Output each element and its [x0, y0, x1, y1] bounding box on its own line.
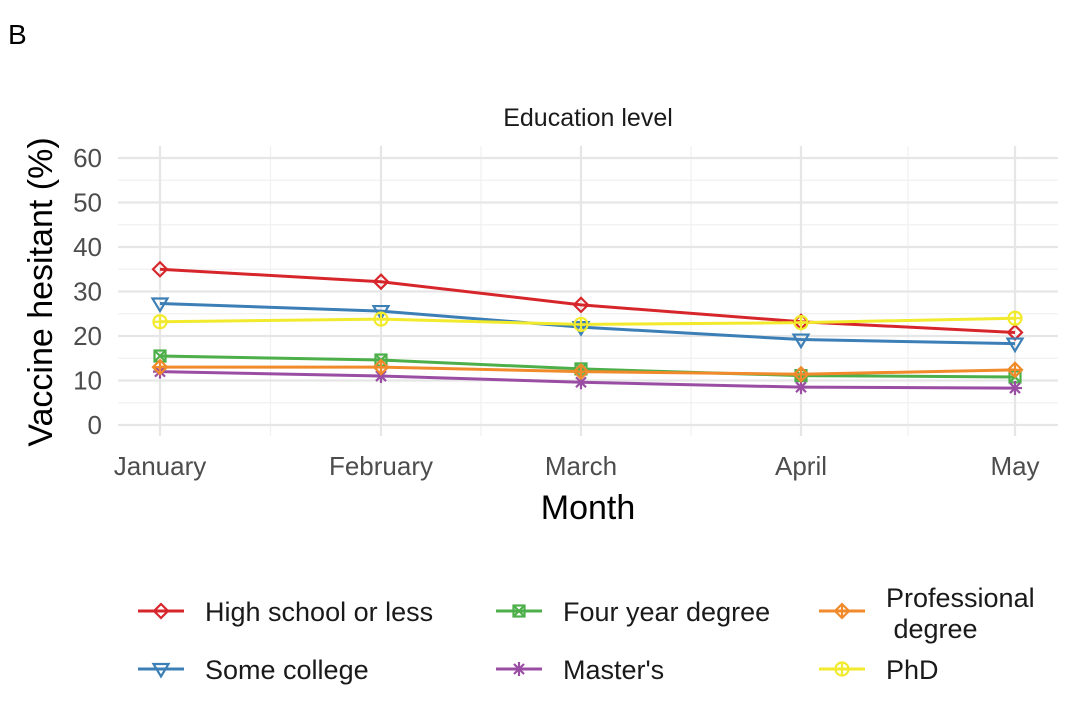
legend-label: High school or less — [205, 597, 433, 627]
y-tick-label: 10 — [73, 366, 102, 396]
legend-item-high-school-or-less: High school or less — [138, 597, 433, 627]
data-point-professional-degree — [1006, 361, 1024, 379]
legend-marker — [152, 602, 170, 620]
y-tick-label: 0 — [88, 410, 102, 440]
legend-marker — [512, 604, 526, 618]
legend-item-four-year-degree: Four year degree — [496, 597, 770, 627]
y-tick-label: 40 — [73, 232, 102, 262]
data-point-professional-degree — [792, 365, 810, 383]
y-axis-title: Vaccine hesitant (%) — [22, 137, 60, 446]
data-point-some-college — [791, 333, 811, 350]
data-point-professional-degree — [372, 358, 390, 376]
data-point-phd — [152, 314, 168, 330]
y-tick-label: 30 — [73, 277, 102, 307]
data-point-some-college — [371, 304, 391, 321]
x-tick-label: February — [329, 451, 433, 481]
x-tick-label: May — [990, 451, 1039, 481]
x-tick-label: April — [775, 451, 827, 481]
legend-label: Master's — [563, 655, 664, 685]
y-tick-label: 20 — [73, 321, 102, 351]
series-points — [150, 260, 1025, 396]
x-axis-title: Month — [541, 489, 636, 527]
y-axis-ticks: 0 10 20 30 40 50 60 — [73, 143, 102, 440]
legend-marker — [833, 602, 851, 620]
grid — [118, 146, 1058, 436]
data-point-master-s — [1008, 381, 1022, 396]
data-point-professional-degree — [151, 358, 169, 376]
legend-label: Four year degree — [563, 597, 770, 627]
legend-label: Professional degree — [886, 583, 1035, 644]
legend-label: Some college — [205, 655, 369, 685]
data-point-high-school-or-less — [151, 260, 169, 278]
legend-marker — [834, 661, 850, 677]
data-point-high-school-or-less — [572, 296, 590, 314]
y-tick-label: 60 — [73, 143, 102, 173]
legend-label: PhD — [886, 655, 939, 685]
data-point-some-college — [1005, 337, 1025, 354]
legend-item-master-s: Master's — [496, 655, 664, 685]
data-point-some-college — [150, 297, 170, 314]
panel-label: B — [8, 19, 27, 50]
data-point-phd — [573, 316, 589, 333]
legend-item-phd: PhD — [819, 655, 939, 685]
chart-title: Education level — [503, 104, 673, 132]
data-point-phd — [793, 315, 809, 331]
data-point-phd — [373, 311, 389, 327]
legend-marker — [512, 662, 526, 676]
data-point-master-s — [574, 375, 588, 390]
y-tick-label: 50 — [73, 188, 102, 218]
series-line-high-school-or-less — [159, 267, 1016, 334]
data-point-high-school-or-less — [372, 273, 390, 291]
data-point-phd — [1007, 310, 1023, 326]
legend: High school or less Some college Four year… — [138, 583, 1035, 685]
legend-item-some-college: Some college — [138, 655, 369, 685]
legend-marker — [151, 662, 171, 679]
legend-item-professional-degree: Professional degree — [819, 583, 1035, 644]
x-tick-label: January — [114, 451, 207, 481]
x-tick-label: March — [545, 451, 617, 481]
x-axis-ticks: January February March April May — [114, 451, 1040, 481]
data-point-professional-degree — [572, 363, 590, 381]
